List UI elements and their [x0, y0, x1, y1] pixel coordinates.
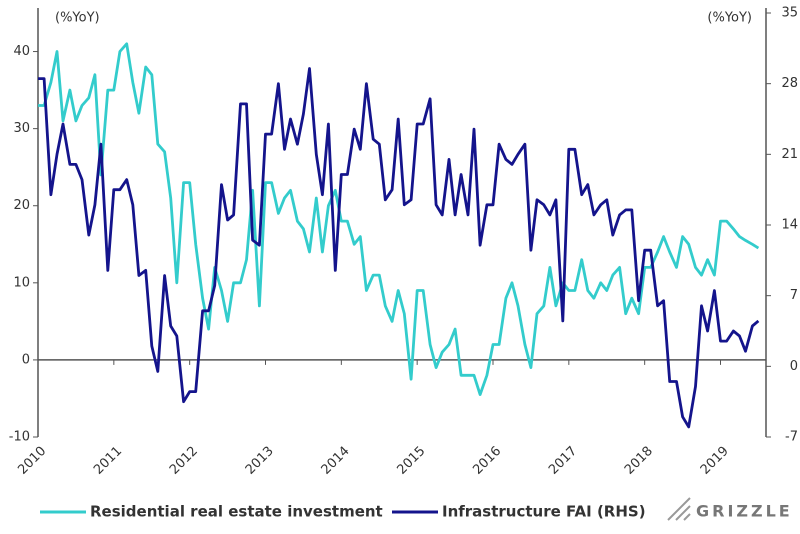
y-tick-label: 20	[13, 198, 30, 213]
y2-axis-label: (%YoY)	[707, 11, 752, 26]
x-tick-label: 2013	[243, 444, 277, 478]
x-tick-label: 2019	[698, 444, 732, 478]
x-tick-label: 2017	[546, 444, 580, 478]
logo	[667, 497, 691, 521]
y-axis-label: (%YoY)	[55, 11, 100, 26]
y-tick-label: 0	[22, 352, 30, 367]
legend-label: Infrastructure FAI (RHS)	[442, 503, 646, 521]
y2-tick-label: 28	[781, 76, 798, 91]
x-tick-label: 2014	[319, 444, 353, 478]
y2-tick-label: 0	[790, 359, 798, 374]
series-line	[38, 67, 760, 429]
y-tick-label: 40	[13, 44, 30, 59]
brand: GRIZZLE	[696, 502, 793, 521]
x-tick-label: 2015	[394, 444, 428, 478]
x-tick-label: 2011	[91, 444, 125, 478]
y2-tick-label: 14	[781, 218, 798, 233]
y2-tick-label: 35	[781, 6, 798, 21]
x-tick-label: 2018	[622, 444, 656, 478]
y-tick-label: 30	[13, 121, 30, 136]
y2-tick-label: 7	[790, 288, 798, 303]
x-tick-label: 2012	[167, 444, 201, 478]
series-line	[38, 42, 760, 396]
y2-tick-label: -7	[785, 430, 798, 445]
x-tick-label: 2010	[15, 444, 49, 478]
y-tick-label: 10	[13, 275, 30, 290]
legend-label: Residential real estate investment	[90, 503, 383, 521]
y2-tick-label: 21	[781, 147, 798, 162]
x-tick-label: 2016	[470, 444, 504, 478]
y-tick-label: -10	[9, 430, 30, 445]
logo-icon	[667, 497, 691, 521]
